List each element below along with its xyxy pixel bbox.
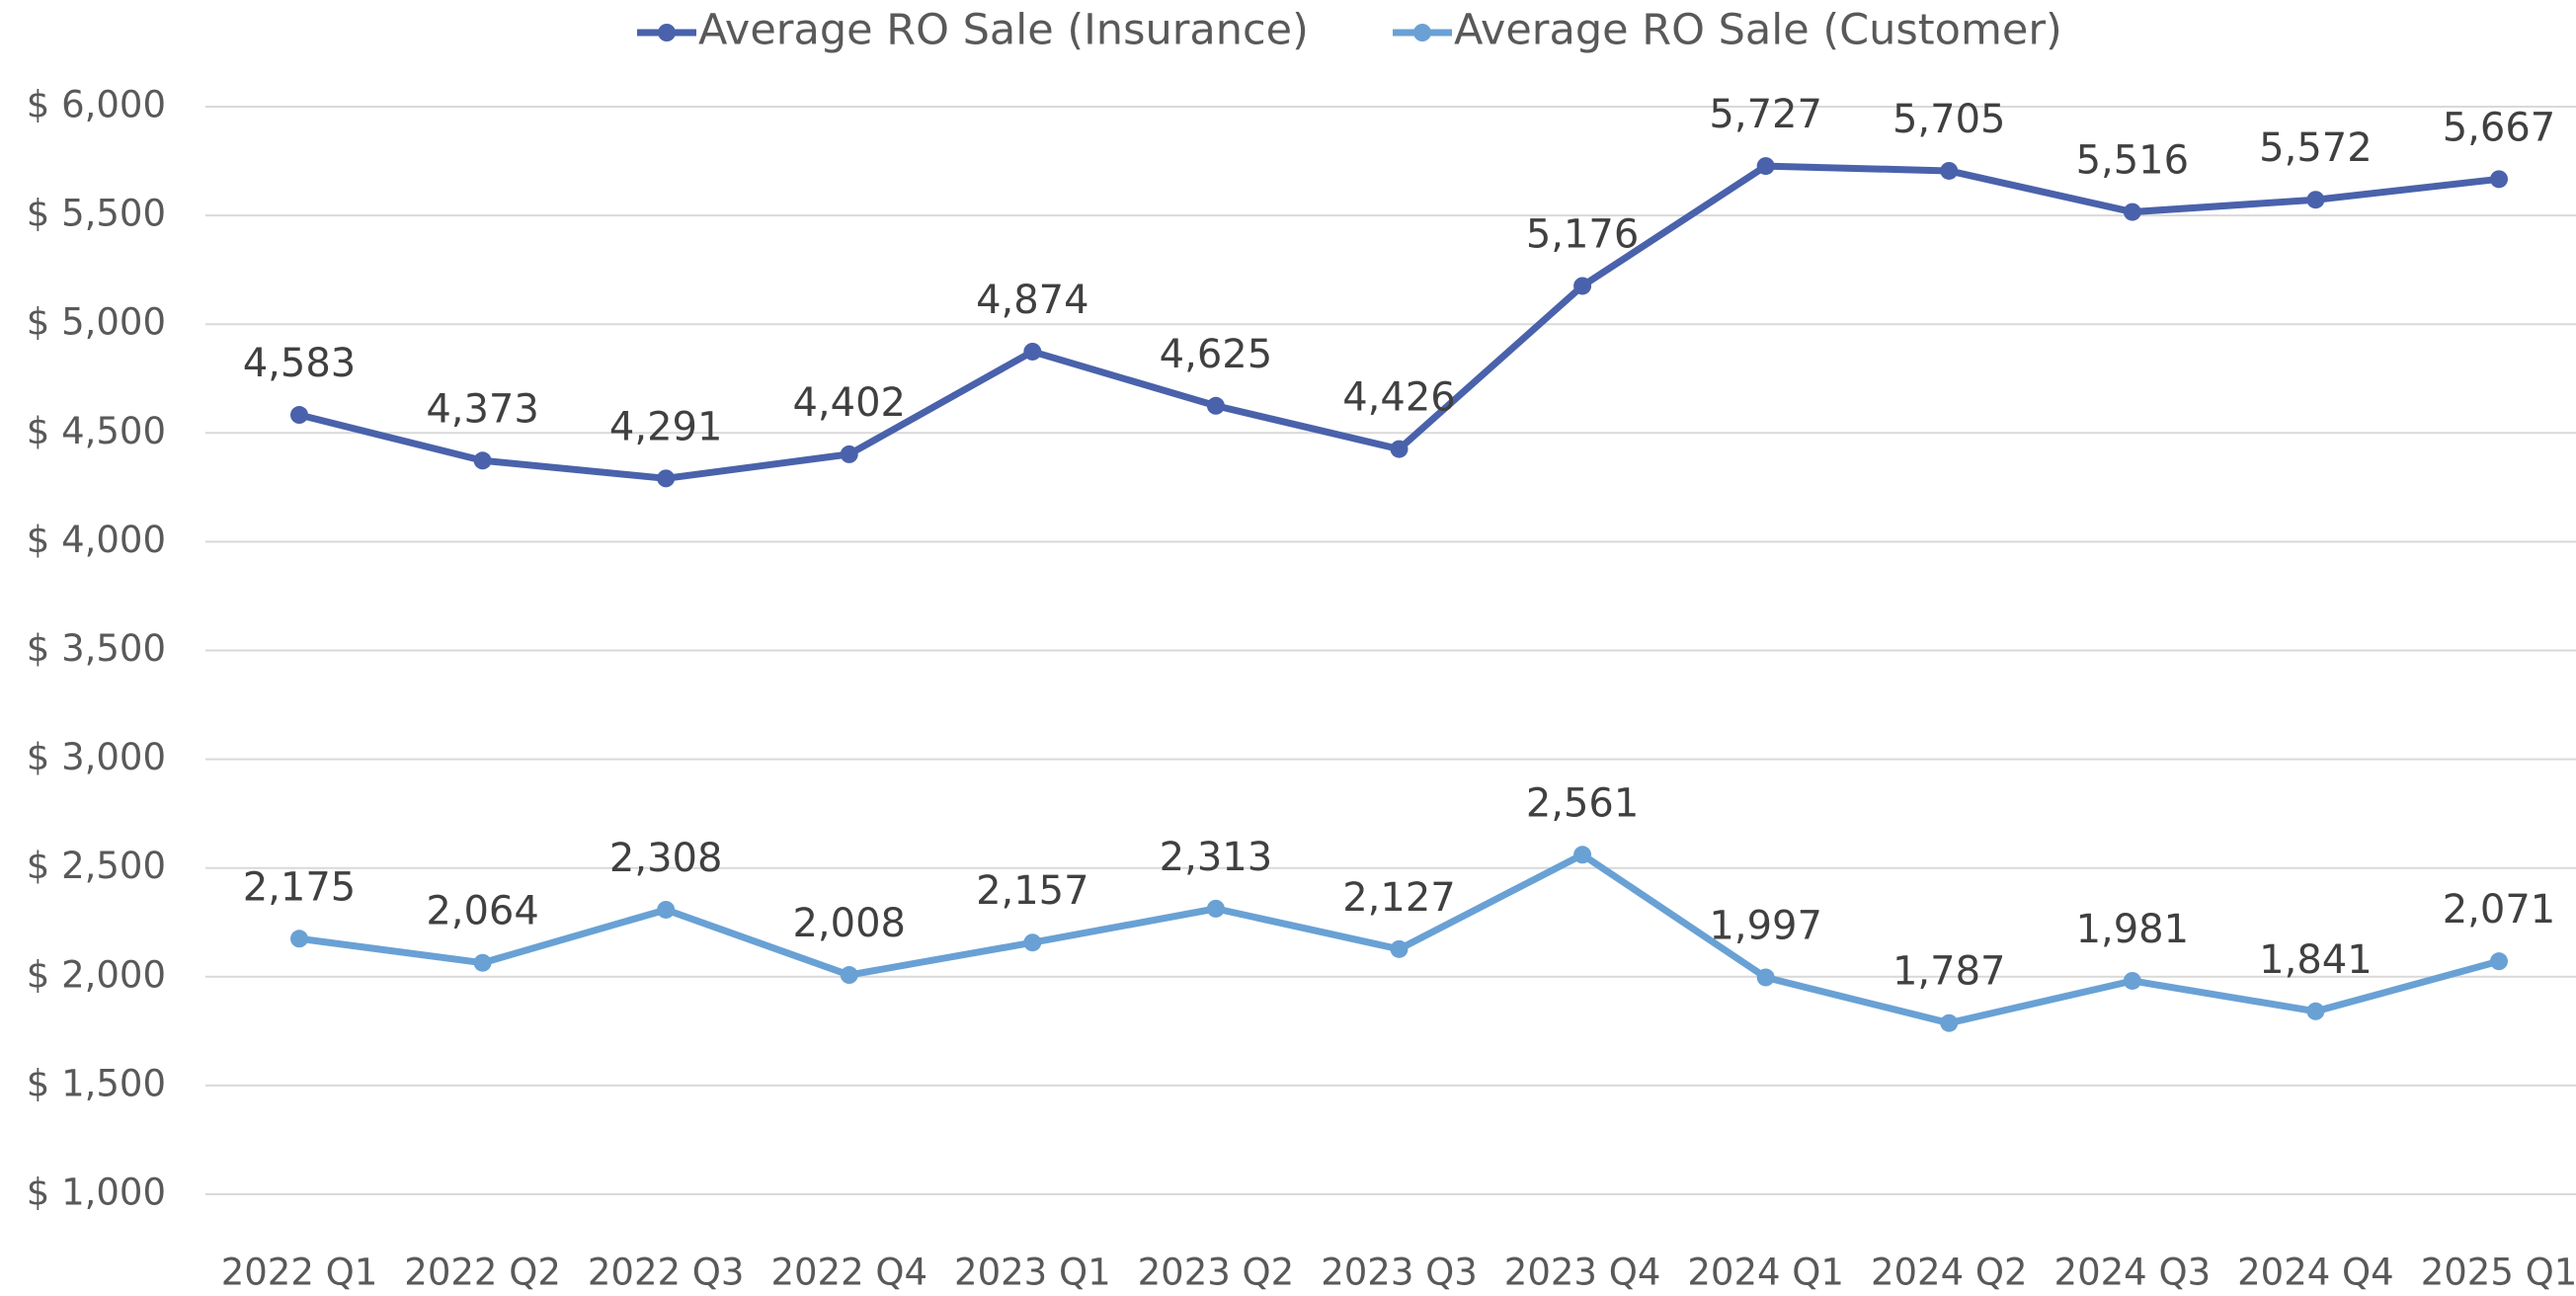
point [1940, 1013, 1959, 1032]
point [2490, 170, 2508, 189]
y-tick-label: $ 1,500 [27, 1062, 166, 1104]
x-tick-label: 2022 Q2 [404, 1252, 561, 1294]
data-label: 5,667 [2443, 105, 2556, 150]
data-label: 2,157 [976, 868, 1089, 914]
point [1756, 968, 1775, 987]
point [1206, 396, 1225, 415]
point [840, 445, 858, 463]
point [1940, 161, 1959, 180]
data-label: 5,705 [1892, 97, 2006, 142]
y-tick-label: $ 3,000 [27, 736, 166, 778]
point [1573, 846, 1592, 864]
y-tick-label: $ 6,000 [27, 84, 166, 126]
data-label: 2,308 [609, 836, 723, 881]
point [2490, 952, 2508, 971]
legend-label: Average RO Sale (Insurance) [698, 6, 1309, 55]
point [657, 469, 676, 488]
x-tick-label: 2023 Q3 [1321, 1252, 1478, 1294]
data-label: 2,064 [426, 889, 539, 934]
x-tick-label: 2024 Q2 [1871, 1252, 2028, 1294]
data-label: 4,625 [1160, 332, 1273, 377]
point [2306, 1002, 2325, 1020]
x-tick-label: 2025 Q1 [2421, 1252, 2576, 1294]
data-label: 4,291 [609, 404, 723, 449]
legend-marker [658, 24, 676, 41]
point [1390, 939, 1409, 958]
data-label: 5,176 [1526, 211, 1640, 257]
x-tick-label: 2023 Q1 [954, 1252, 1111, 1294]
data-label: 4,373 [426, 386, 539, 432]
x-tick-label: 2024 Q1 [1687, 1252, 1844, 1294]
x-tick-label: 2022 Q1 [221, 1252, 378, 1294]
point [473, 451, 492, 470]
data-label: 2,313 [1160, 835, 1273, 880]
point [290, 930, 308, 948]
point [2306, 191, 2325, 209]
x-tick-label: 2022 Q4 [770, 1252, 927, 1294]
legend-marker [1413, 24, 1431, 41]
data-label: 2,561 [1526, 780, 1640, 826]
data-label: 4,874 [976, 278, 1089, 323]
data-label: 4,426 [1342, 375, 1456, 421]
y-tick-label: $ 3,500 [27, 627, 166, 670]
point [657, 900, 676, 919]
data-label: 1,981 [2076, 907, 2190, 952]
data-label: 1,997 [1709, 903, 1822, 948]
point [473, 953, 492, 972]
data-label: 1,841 [2259, 937, 2373, 983]
y-tick-label: $ 2,500 [27, 845, 166, 887]
point [1206, 899, 1225, 918]
point [840, 966, 858, 985]
x-tick-label: 2022 Q3 [588, 1252, 745, 1294]
y-tick-label: $ 2,000 [27, 953, 166, 996]
x-tick-label: 2023 Q2 [1138, 1252, 1295, 1294]
point [1573, 277, 1592, 295]
point [2123, 971, 2141, 990]
point [1390, 440, 1409, 458]
data-label: 2,127 [1342, 875, 1456, 921]
y-tick-label: $ 4,500 [27, 410, 166, 452]
y-tick-label: $ 1,000 [27, 1172, 166, 1214]
x-tick-label: 2024 Q4 [2237, 1252, 2394, 1294]
point [2123, 202, 2141, 221]
data-label: 5,572 [2259, 125, 2373, 171]
data-label: 4,402 [792, 380, 906, 426]
legend-label: Average RO Sale (Customer) [1454, 6, 2062, 55]
data-label: 2,071 [2443, 887, 2556, 932]
point [290, 406, 308, 425]
y-tick-label: $ 5,000 [27, 301, 166, 344]
point [1756, 157, 1775, 176]
data-label: 2,008 [792, 901, 906, 946]
y-tick-label: $ 4,000 [27, 519, 166, 561]
data-label: 5,727 [1709, 92, 1822, 137]
data-label: 4,583 [243, 341, 357, 386]
point [1023, 342, 1042, 361]
x-tick-label: 2023 Q4 [1504, 1252, 1661, 1294]
point [1023, 933, 1042, 952]
y-tick-label: $ 5,500 [27, 193, 166, 235]
x-tick-label: 2024 Q3 [2054, 1252, 2212, 1294]
data-label: 2,175 [243, 864, 357, 910]
data-label: 5,516 [2076, 138, 2190, 184]
data-label: 1,787 [1892, 949, 2006, 995]
